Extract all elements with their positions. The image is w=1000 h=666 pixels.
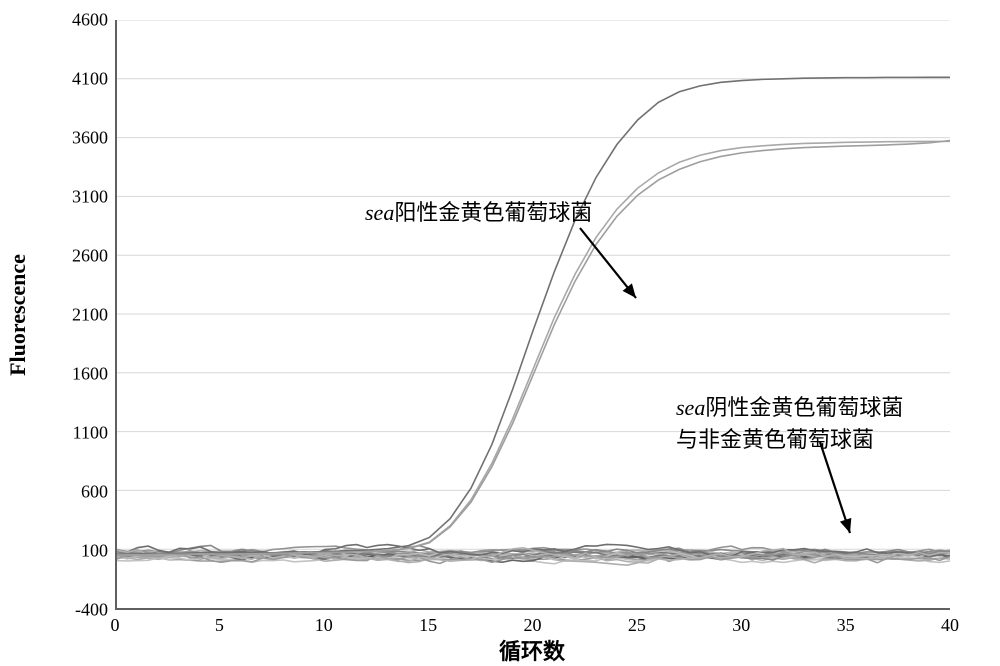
x-tick: 40 — [941, 615, 959, 636]
plot-area — [115, 20, 950, 610]
y-tick: 100 — [81, 541, 108, 562]
x-tick: 15 — [419, 615, 437, 636]
x-tick: 0 — [111, 615, 120, 636]
x-tick: 35 — [837, 615, 855, 636]
y-axis-label: Fluorescence — [5, 254, 31, 376]
x-tick: 20 — [524, 615, 542, 636]
chart-svg — [117, 20, 950, 608]
x-tick: 25 — [628, 615, 646, 636]
y-tick: 600 — [81, 482, 108, 503]
x-tick: 5 — [215, 615, 224, 636]
y-tick: 4600 — [72, 10, 108, 31]
annotation-label: sea阳性金黄色葡萄球菌 — [365, 195, 592, 227]
x-tick: 30 — [732, 615, 750, 636]
y-tick: 1600 — [72, 364, 108, 385]
x-axis-label: 循环数 — [499, 634, 565, 666]
y-tick: 1100 — [73, 423, 108, 444]
y-tick: 2100 — [72, 305, 108, 326]
gridlines — [117, 20, 950, 549]
y-tick: 3100 — [72, 187, 108, 208]
chart-container: -400100600110016002100260031003600410046… — [0, 0, 1000, 658]
x-tick: 10 — [315, 615, 333, 636]
positive-series-group — [117, 77, 950, 555]
y-tick: 2600 — [72, 246, 108, 267]
annotation-label: sea阴性金黄色葡萄球菌与非金黄色葡萄球菌 — [676, 390, 903, 454]
y-tick: 3600 — [72, 128, 108, 149]
y-tick: 4100 — [72, 69, 108, 90]
positive-series — [117, 77, 950, 554]
y-tick: -400 — [75, 600, 108, 621]
